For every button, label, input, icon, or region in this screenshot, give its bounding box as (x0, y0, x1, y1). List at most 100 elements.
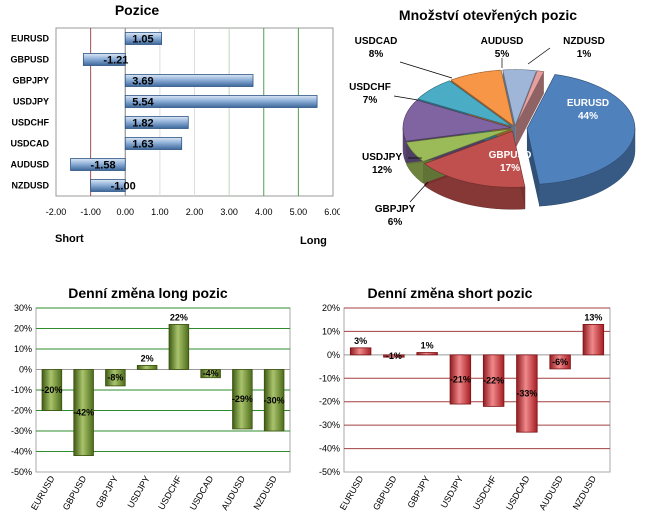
value-label: 3.69 (132, 76, 153, 88)
y-tick-label: 0% (327, 350, 340, 360)
x-tick-label: -1.00 (80, 207, 101, 217)
slice-name-label: EURUSD (567, 98, 609, 109)
bar (416, 352, 438, 356)
x-category-label: GBPUSD (371, 474, 399, 512)
value-label: -20% (41, 385, 62, 395)
pie-slice (502, 69, 537, 127)
slice-value-label: 44% (578, 111, 598, 122)
y-tick-label: -30% (319, 420, 340, 430)
pie-slice (406, 128, 512, 162)
y-tick-label: 10% (14, 344, 32, 354)
x-category-label: EURUSD (29, 474, 57, 512)
y-tick-label: -30% (11, 426, 32, 436)
slice-value-label: 6% (388, 217, 403, 228)
value-label: -30% (264, 395, 285, 405)
pie-slice (423, 130, 526, 188)
x-category-label: AUDUSD (219, 474, 247, 512)
y-tick-label: 20% (14, 324, 32, 334)
value-label: -1% (386, 351, 402, 361)
value-label: -4% (203, 369, 219, 379)
value-label: 2% (141, 353, 154, 363)
slice-value-label: 12% (372, 165, 392, 176)
y-category-label: GBPUSD (10, 55, 49, 65)
value-label: 22% (170, 312, 188, 322)
value-label: 5.54 (132, 97, 154, 109)
bar (349, 347, 372, 356)
bar (582, 324, 605, 356)
slice-value-label: 1% (577, 49, 592, 60)
y-tick-label: -50% (11, 467, 32, 477)
chart-title: Množství otevřených pozic (399, 7, 577, 23)
chart-title: Denní změna long pozic (68, 285, 228, 301)
value-label: -8% (107, 373, 123, 383)
daily-long-change-svg: Denní změna long pozic -50% -40% -30% -20% -1… (11, 285, 291, 512)
leader-line (409, 181, 429, 203)
value-label: 1.05 (132, 34, 153, 46)
y-tick-label: 0% (19, 365, 32, 375)
bar (383, 354, 405, 358)
slice-name-label: NZDUSD (563, 36, 605, 47)
bar (73, 369, 94, 456)
y-tick-label: -40% (11, 447, 32, 457)
x-tick-label: 3.00 (220, 207, 238, 217)
positions-chart-svg: Pozice -2.00 -1.00 0.00 1.00 2.00 3.00 4.00 5.00… (10, 2, 340, 247)
leader-line (393, 95, 419, 101)
leader-line (527, 47, 551, 65)
bar (82, 53, 126, 66)
value-label: -1.21 (103, 55, 128, 67)
slice-name-label: AUDUSD (481, 36, 524, 47)
plot-area (343, 307, 611, 473)
bar (449, 354, 472, 405)
bar (549, 354, 571, 370)
y-tick-label: -50% (319, 467, 340, 477)
value-label: -1.00 (111, 181, 136, 193)
value-label: -6% (552, 357, 568, 367)
x-tick-label: -2.00 (46, 207, 67, 217)
pie-slice (515, 70, 545, 126)
value-label: -42% (73, 408, 94, 418)
y-tick-label: 20% (322, 303, 340, 313)
y-tick-label: 10% (322, 326, 340, 336)
y-category-label: USDCAD (10, 139, 49, 149)
value-label: -29% (232, 394, 253, 404)
bar (70, 158, 126, 171)
y-category-label: USDJPY (13, 97, 49, 107)
y-tick-label: -40% (319, 444, 340, 454)
y-category-label: EURUSD (11, 34, 50, 44)
pie-slice (402, 99, 512, 142)
x-category-label: EURUSD (338, 474, 366, 512)
slice-name-label: USDJPY (362, 152, 402, 163)
chart-title: Denní změna short pozic (368, 285, 533, 301)
y-category-label: USDCHF (12, 118, 50, 128)
value-label: -1.58 (91, 160, 116, 172)
x-category-label: NZDUSD (571, 474, 599, 512)
value-label: -33% (516, 389, 537, 399)
x-tick-label: 6.00 (324, 207, 340, 217)
bar (482, 354, 505, 407)
bar (168, 324, 190, 370)
y-tick-label: 30% (14, 303, 32, 313)
open-positions-pie-chart: Množství otevřených pozic EURUSD 44% GBPUSD… (340, 0, 648, 250)
pie-slice-wall (515, 71, 544, 148)
x-tick-label: 2.00 (186, 207, 204, 217)
pie-slice-wall (526, 128, 540, 207)
pie-slice (450, 69, 515, 127)
pie-slice (526, 74, 636, 185)
y-category-label: GBPJPY (12, 76, 49, 86)
y-category-label: NZDUSD (12, 181, 50, 191)
x-tick-label: 1.00 (151, 207, 169, 217)
value-label: 1.82 (132, 118, 153, 130)
value-label: 13% (584, 312, 602, 322)
x-tick-label: 5.00 (290, 207, 308, 217)
bar (232, 369, 253, 430)
slice-name-label: GBPJPY (375, 204, 416, 215)
chart-title: Pozice (115, 2, 160, 18)
x-category-label: USDCAD (504, 474, 532, 512)
slice-value-label: 17% (500, 163, 520, 174)
slice-value-label: 5% (495, 49, 510, 60)
y-tick-label: -10% (319, 373, 340, 383)
x-category-label: NZDUSD (251, 474, 279, 512)
positions-chart: Pozice -2.00 -1.00 0.00 1.00 2.00 3.00 4.00 5.00… (0, 0, 340, 250)
leader-line (399, 61, 453, 79)
long-label: Long (300, 235, 327, 247)
